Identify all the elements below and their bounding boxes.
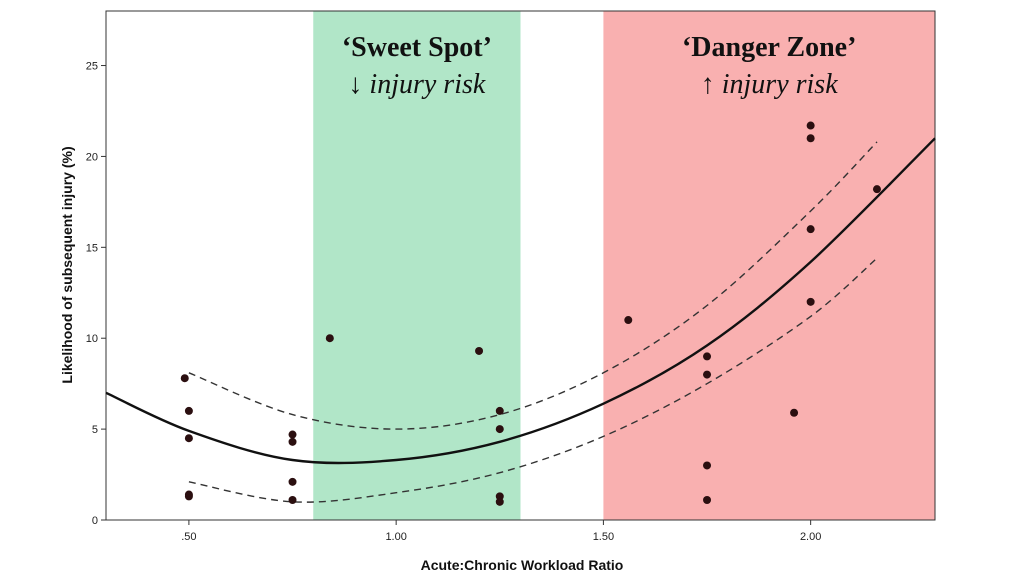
zone-band-1 <box>603 11 935 520</box>
data-point-23 <box>806 225 815 234</box>
points-layer <box>180 121 881 506</box>
ci-upper-curve <box>188 141 878 430</box>
data-point-2 <box>184 434 193 443</box>
data-point-21 <box>806 121 815 130</box>
data-point-24 <box>806 297 815 306</box>
x-tick-label-1: 1.00 <box>385 531 406 543</box>
x-tick-label-3: 2.00 <box>800 531 821 543</box>
zone-subtitle-text-0: injury risk <box>369 69 485 100</box>
data-point-20 <box>790 408 799 417</box>
y-tick-label-3: 15 <box>86 242 98 254</box>
plot-frame <box>105 10 936 521</box>
x-tick-label-0: .50 <box>181 531 196 543</box>
data-point-9 <box>325 334 334 343</box>
data-point-1 <box>184 406 193 415</box>
zone-arrow-1: ↑ <box>701 69 722 100</box>
axes-layer: .50 1.00 1.50 2.00 0 5 10 15 20 25 <box>86 10 936 543</box>
data-point-11 <box>495 406 504 415</box>
data-point-0 <box>180 374 189 383</box>
zone-band-0 <box>313 11 521 520</box>
data-point-8 <box>288 496 297 505</box>
x-tick-label-2: 1.50 <box>593 531 614 543</box>
data-point-12 <box>495 425 504 434</box>
y-tick-label-4: 20 <box>86 151 98 163</box>
data-point-22 <box>806 134 815 143</box>
fit-curve <box>105 137 936 465</box>
y-axis-title: Likelihood of subsequent injury (%) <box>59 146 75 383</box>
zone-subtitle-1: ↑ injury risk <box>701 69 838 100</box>
data-point-15 <box>624 316 633 325</box>
y-tick-label-1: 5 <box>92 424 98 436</box>
data-point-14 <box>495 497 504 506</box>
data-point-16 <box>703 352 712 361</box>
y-tick-label-0: 0 <box>92 515 98 527</box>
zone-title-1: ‘Danger Zone’ <box>682 32 856 63</box>
x-axis-title: Acute:Chronic Workload Ratio <box>421 557 624 573</box>
data-point-5 <box>288 430 297 439</box>
data-point-6 <box>288 437 297 446</box>
data-point-17 <box>703 370 712 379</box>
data-point-18 <box>703 461 712 470</box>
zone-arrow-0: ↓ <box>348 69 369 100</box>
data-point-25 <box>872 185 881 194</box>
zones-layer: ‘Sweet Spot’ ↓ injury risk ‘Danger Zone’ ↑ … <box>313 11 935 520</box>
data-point-7 <box>288 477 297 486</box>
zone-subtitle-text-1: injury risk <box>722 69 838 100</box>
data-point-4 <box>184 492 193 501</box>
y-tick-label-2: 10 <box>86 333 98 345</box>
data-point-10 <box>475 346 484 355</box>
zone-title-0: ‘Sweet Spot’ <box>342 32 492 63</box>
zone-subtitle-0: ↓ injury risk <box>348 69 485 100</box>
data-point-19 <box>703 496 712 505</box>
labels-layer: Acute:Chronic Workload Ratio Likelihood … <box>59 146 623 573</box>
y-tick-label-5: 25 <box>86 61 98 73</box>
curves-layer <box>105 137 936 503</box>
